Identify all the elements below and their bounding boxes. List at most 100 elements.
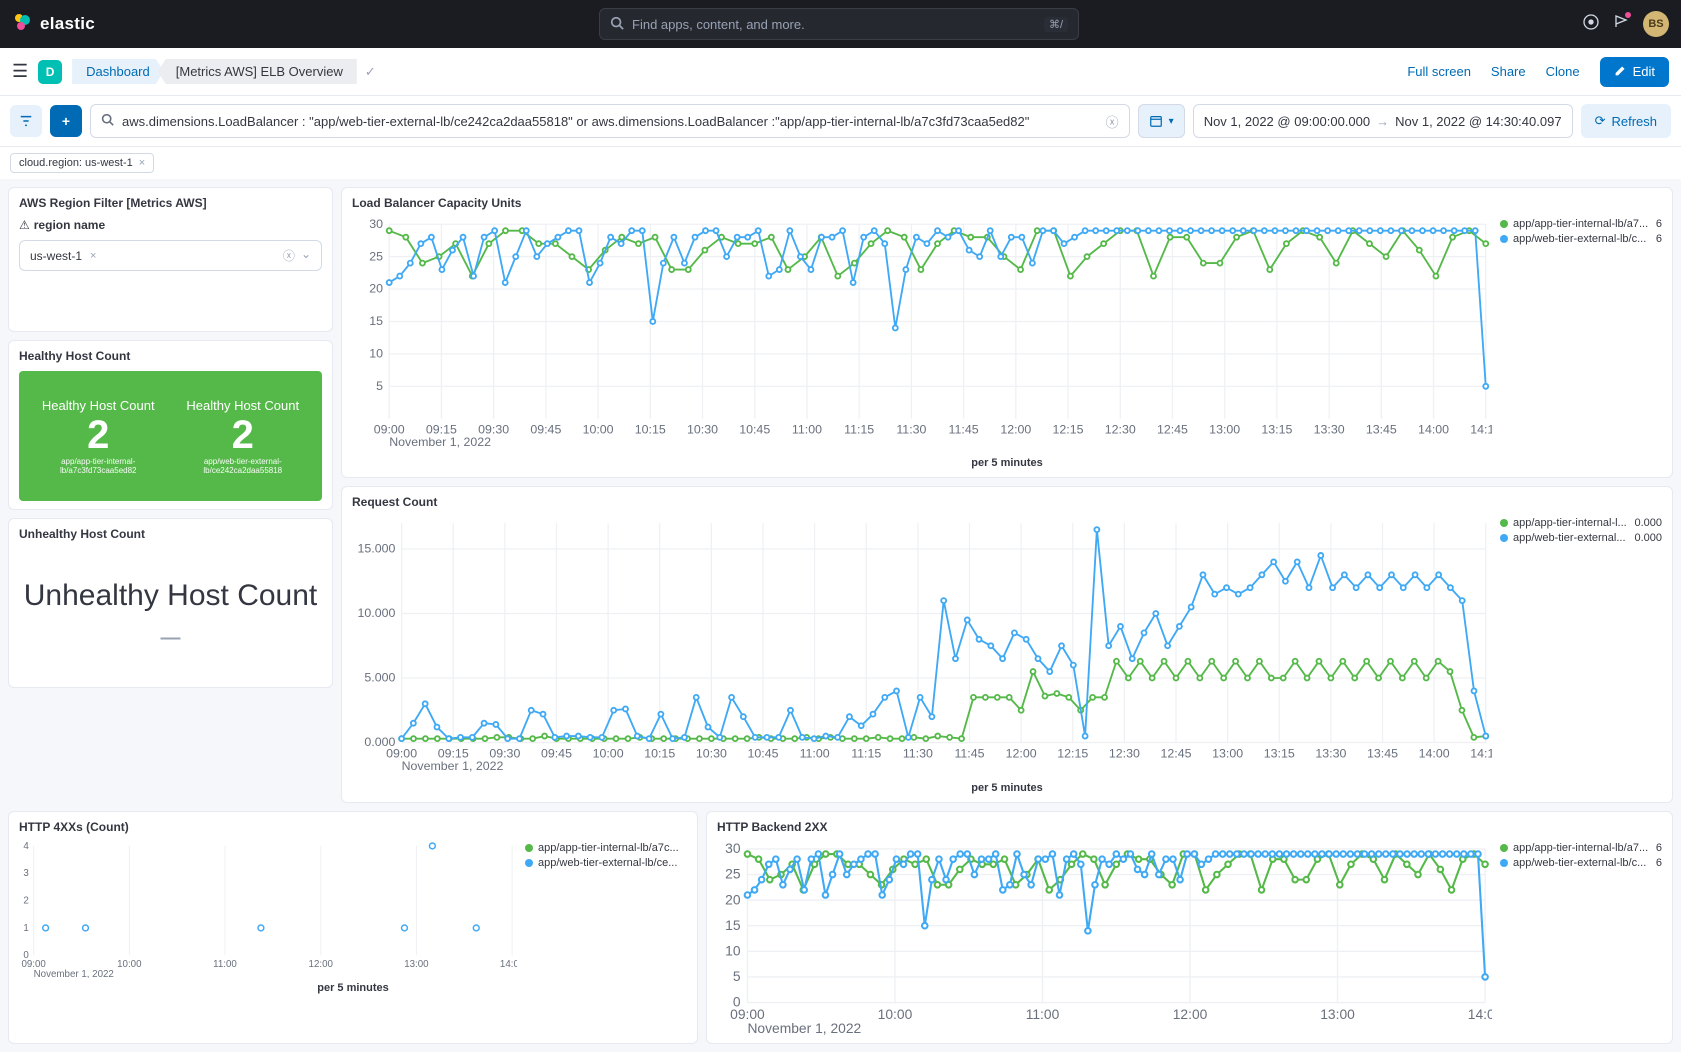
svg-text:14:00: 14:00 bbox=[1419, 747, 1450, 761]
panel-request-count: Request Count 0.0005.00010.00015.00009:0… bbox=[341, 486, 1673, 802]
svg-text:5.000: 5.000 bbox=[364, 671, 395, 685]
space-badge[interactable]: D bbox=[38, 60, 62, 84]
date-range[interactable]: Nov 1, 2022 @ 09:00:00.000 → Nov 1, 2022… bbox=[1193, 104, 1573, 138]
svg-text:12:00: 12:00 bbox=[1000, 423, 1031, 437]
svg-text:10:15: 10:15 bbox=[635, 423, 666, 437]
calendar-button[interactable]: ▾ bbox=[1138, 104, 1185, 138]
svg-text:14:00: 14:00 bbox=[500, 959, 517, 970]
svg-text:11:30: 11:30 bbox=[903, 747, 933, 761]
svg-text:10:15: 10:15 bbox=[644, 747, 675, 761]
svg-text:09:45: 09:45 bbox=[530, 423, 561, 437]
lcu-chart[interactable]: 5101520253009:0009:1509:3009:4510:0010:1… bbox=[352, 218, 1492, 453]
clear-query-icon[interactable]: ⓧ bbox=[1106, 112, 1119, 131]
svg-text:11:00: 11:00 bbox=[213, 959, 237, 970]
svg-text:11:00: 11:00 bbox=[800, 747, 830, 761]
http4xx-chart[interactable]: 0123409:0010:0011:0012:0013:0014:00Novem… bbox=[19, 842, 517, 979]
svg-text:10:00: 10:00 bbox=[878, 1006, 913, 1022]
svg-text:4: 4 bbox=[23, 842, 29, 852]
filter-toggle-icon[interactable] bbox=[10, 105, 42, 137]
http2xx-chart[interactable]: 05101520253009:0010:0011:0012:0013:0014:… bbox=[717, 842, 1492, 1036]
svg-text:13:30: 13:30 bbox=[1314, 423, 1345, 437]
edit-button[interactable]: Edit bbox=[1600, 57, 1669, 87]
panel-healthy-host: Healthy Host Count Healthy Host Count2ap… bbox=[8, 340, 333, 510]
svg-text:30: 30 bbox=[369, 218, 383, 231]
svg-text:12:00: 12:00 bbox=[309, 959, 334, 970]
req-legend: app/app-tier-internal-l...0.000app/web-t… bbox=[1492, 517, 1662, 777]
crumb-page[interactable]: [Metrics AWS] ELB Overview bbox=[158, 59, 357, 84]
svg-text:November 1, 2022: November 1, 2022 bbox=[34, 968, 114, 978]
svg-text:13:45: 13:45 bbox=[1366, 423, 1397, 437]
req-chart[interactable]: 0.0005.00010.00015.00009:0009:1509:3009:… bbox=[352, 517, 1492, 777]
svg-text:14:15: 14:15 bbox=[1470, 747, 1492, 761]
svg-text:13:00: 13:00 bbox=[1209, 423, 1240, 437]
nav-toggle-icon[interactable]: ☰ bbox=[12, 61, 28, 82]
filter-pill-region[interactable]: cloud.region: us-west-1 × bbox=[10, 153, 154, 173]
svg-text:13:00: 13:00 bbox=[1212, 747, 1243, 761]
clear-region-icon[interactable]: × bbox=[90, 250, 96, 262]
svg-text:11:15: 11:15 bbox=[844, 423, 874, 437]
dashboard-grid: AWS Region Filter [Metrics AWS] ⚠ region… bbox=[0, 179, 1681, 1052]
elastic-logo[interactable]: elastic bbox=[12, 12, 95, 37]
svg-text:10: 10 bbox=[725, 942, 741, 958]
svg-text:25: 25 bbox=[369, 249, 383, 263]
svg-text:11:00: 11:00 bbox=[1026, 1006, 1060, 1022]
svg-text:10:45: 10:45 bbox=[739, 423, 770, 437]
chevron-down-icon[interactable]: ⌄ bbox=[301, 247, 311, 264]
sub-header: ☰ D Dashboard [Metrics AWS] ELB Overview… bbox=[0, 48, 1681, 96]
fullscreen-link[interactable]: Full screen bbox=[1407, 64, 1471, 79]
filter-row: cloud.region: us-west-1 × bbox=[0, 147, 1681, 179]
svg-text:10.000: 10.000 bbox=[358, 607, 396, 621]
svg-text:20: 20 bbox=[369, 282, 383, 296]
refresh-button[interactable]: ⟳ Refresh bbox=[1581, 104, 1671, 138]
region-select[interactable]: us-west-1 × ⓧ ⌄ bbox=[19, 240, 322, 271]
svg-text:5: 5 bbox=[733, 968, 741, 984]
header-right: BS bbox=[1583, 11, 1669, 37]
svg-text:12:00: 12:00 bbox=[1173, 1006, 1208, 1022]
svg-text:11:45: 11:45 bbox=[949, 423, 979, 437]
clear-all-icon[interactable]: ⓧ bbox=[283, 247, 295, 264]
svg-text:10:30: 10:30 bbox=[696, 747, 727, 761]
help-icon[interactable] bbox=[1583, 14, 1599, 35]
add-filter-icon[interactable]: + bbox=[50, 105, 82, 137]
avatar[interactable]: BS bbox=[1643, 11, 1669, 37]
top-header: elastic Find apps, content, and more. ⌘/… bbox=[0, 0, 1681, 48]
svg-text:13:15: 13:15 bbox=[1261, 423, 1292, 437]
region-label: ⚠ region name bbox=[19, 218, 322, 232]
svg-text:30: 30 bbox=[725, 842, 741, 856]
svg-text:13:15: 13:15 bbox=[1264, 747, 1295, 761]
svg-text:12:15: 12:15 bbox=[1057, 747, 1088, 761]
refresh-icon: ⟳ bbox=[1595, 113, 1606, 129]
svg-text:12:30: 12:30 bbox=[1105, 423, 1136, 437]
svg-text:1: 1 bbox=[23, 922, 28, 933]
panel-unhealthy-host: Unhealthy Host Count Unhealthy Host Coun… bbox=[8, 518, 333, 688]
global-search[interactable]: Find apps, content, and more. ⌘/ bbox=[599, 8, 1079, 40]
sub-header-actions: Full screen Share Clone Edit bbox=[1407, 57, 1669, 87]
svg-text:November 1, 2022: November 1, 2022 bbox=[402, 759, 504, 773]
svg-text:12:45: 12:45 bbox=[1157, 423, 1188, 437]
svg-text:15: 15 bbox=[369, 314, 383, 328]
svg-text:13:30: 13:30 bbox=[1315, 747, 1346, 761]
healthy-grid: Healthy Host Count2app/app-tier-internal… bbox=[19, 371, 322, 501]
http2xx-legend: app/app-tier-internal-lb/a7...6app/web-t… bbox=[1492, 842, 1662, 1036]
newsfeed-icon[interactable] bbox=[1613, 14, 1629, 35]
svg-text:14:15: 14:15 bbox=[1470, 423, 1492, 437]
query-text: aws.dimensions.LoadBalancer : "app/web-t… bbox=[122, 114, 1029, 129]
share-link[interactable]: Share bbox=[1491, 64, 1526, 79]
svg-text:10: 10 bbox=[369, 347, 383, 361]
crumb-dashboard[interactable]: Dashboard bbox=[72, 59, 164, 84]
clone-link[interactable]: Clone bbox=[1546, 64, 1580, 79]
breadcrumbs: Dashboard [Metrics AWS] ELB Overview ✓ bbox=[72, 59, 376, 84]
svg-text:10:30: 10:30 bbox=[687, 423, 718, 437]
query-bar: + aws.dimensions.LoadBalancer : "app/web… bbox=[0, 96, 1681, 147]
remove-filter-icon[interactable]: × bbox=[139, 157, 145, 169]
panel-region-filter: AWS Region Filter [Metrics AWS] ⚠ region… bbox=[8, 187, 333, 332]
query-search-icon bbox=[101, 113, 114, 129]
query-input[interactable]: aws.dimensions.LoadBalancer : "app/web-t… bbox=[90, 104, 1130, 138]
check-icon: ✓ bbox=[365, 64, 376, 80]
svg-text:10:00: 10:00 bbox=[117, 959, 142, 970]
svg-text:15.000: 15.000 bbox=[358, 542, 396, 556]
lcu-legend: app/app-tier-internal-lb/a7...6app/web-t… bbox=[1492, 218, 1662, 453]
logo-icon bbox=[12, 12, 32, 37]
panel-lcu: Load Balancer Capacity Units 51015202530… bbox=[341, 187, 1673, 478]
svg-text:10:45: 10:45 bbox=[748, 747, 779, 761]
